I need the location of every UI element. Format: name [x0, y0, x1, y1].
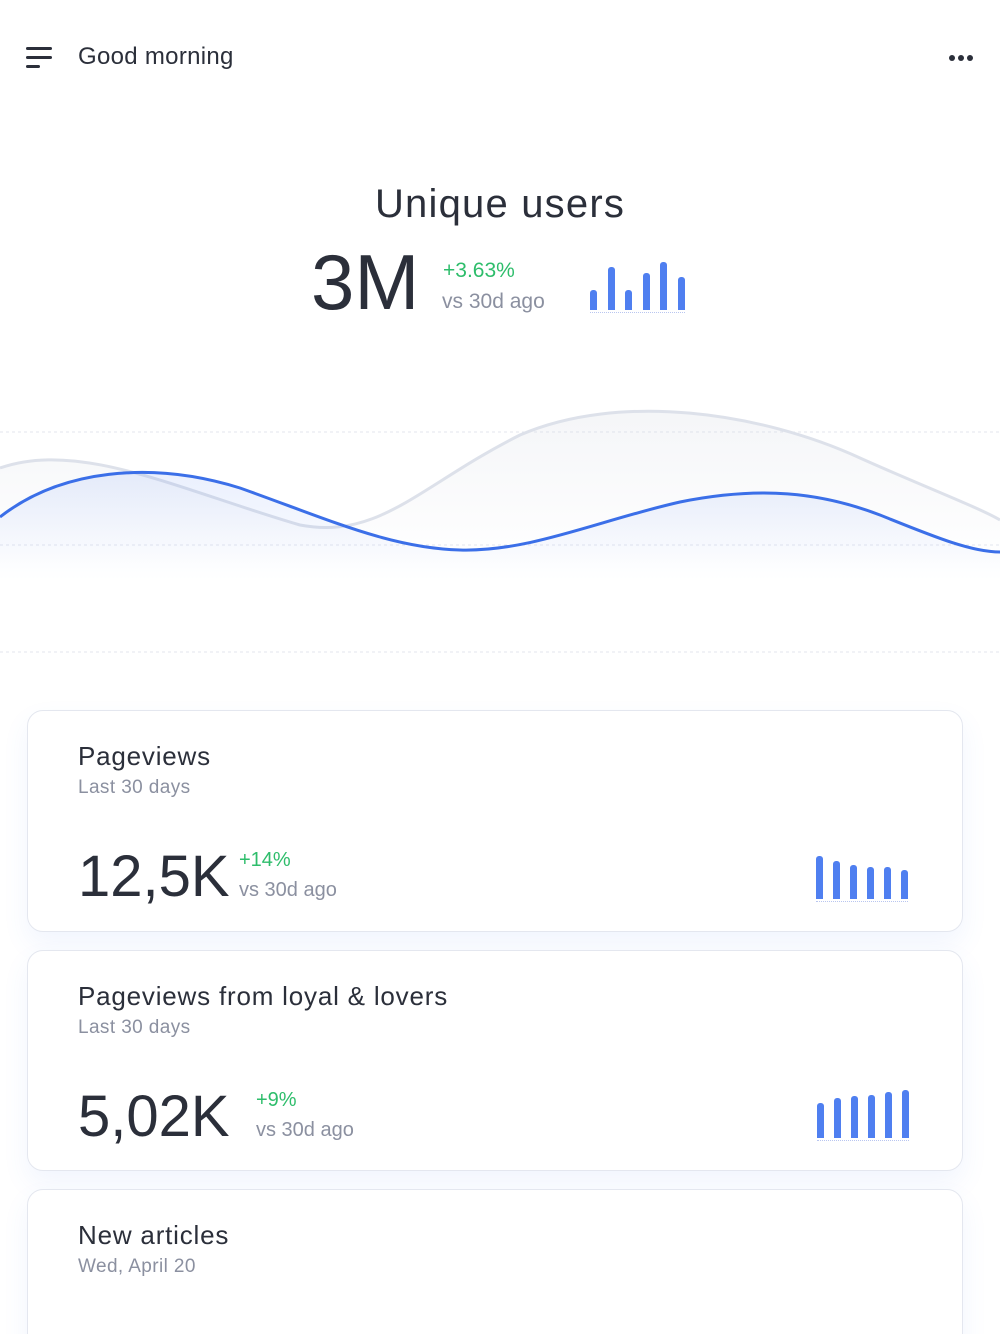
card-change: +9% — [256, 1089, 297, 1111]
spark-bar — [901, 870, 908, 899]
spark-bar — [677, 277, 685, 310]
loyal-pageviews-card[interactable]: Pageviews from loyal & lovers Last 30 da… — [27, 950, 963, 1171]
card-subtitle: Wed, April 20 — [78, 1256, 196, 1277]
spark-bar — [902, 1090, 909, 1138]
new-articles-card[interactable]: New articles Wed, April 20 — [27, 1189, 963, 1334]
spark-bar — [884, 867, 891, 899]
spark-bar — [625, 290, 632, 310]
spark-bar — [868, 1095, 875, 1138]
loyal-sparkbar-icon — [817, 1090, 909, 1141]
card-value: 5,02K — [78, 1084, 230, 1149]
menu-line — [26, 47, 52, 50]
spark-baseline — [590, 312, 685, 313]
spark-bar — [590, 290, 597, 310]
menu-line — [26, 65, 40, 68]
spark-bar — [817, 1103, 824, 1138]
more-horizontal-icon[interactable] — [946, 48, 976, 68]
card-title: New articles — [78, 1220, 230, 1250]
more-dot — [958, 55, 964, 61]
card-subtitle: Last 30 days — [78, 1017, 191, 1038]
card-comparison: vs 30d ago — [256, 1119, 354, 1141]
card-subtitle: Last 30 days — [78, 777, 191, 798]
hero-value: 3M — [311, 238, 420, 326]
more-dot — [967, 55, 973, 61]
spark-baseline — [816, 901, 908, 902]
card-comparison: vs 30d ago — [239, 879, 337, 901]
card-title: Pageviews — [78, 741, 211, 771]
spark-bar — [834, 1098, 841, 1138]
spark-bar — [851, 1096, 858, 1138]
card-value: 12,5K — [78, 844, 230, 909]
primary-line — [0, 471, 1000, 554]
card-title: Pageviews from loyal & lovers — [78, 981, 448, 1011]
menu-line — [26, 56, 52, 59]
spark-bar — [642, 273, 650, 310]
spark-baseline — [817, 1140, 909, 1141]
more-dot — [949, 55, 955, 61]
pageviews-card[interactable]: Pageviews Last 30 days 12,5K +14% vs 30d… — [27, 710, 963, 932]
greeting-text: Good morning — [78, 43, 234, 70]
spark-bar — [607, 267, 615, 310]
hero-comparison: vs 30d ago — [442, 290, 545, 313]
hero-change: +3.63% — [443, 259, 515, 282]
pageviews-sparkbar-icon — [816, 856, 908, 902]
primary-area — [0, 472, 1000, 580]
hero-sparkbar-icon — [590, 260, 685, 313]
hero-title: Unique users — [374, 182, 626, 226]
spark-bar — [850, 865, 857, 899]
spark-bar — [833, 861, 840, 899]
trend-wave-chart — [0, 409, 1000, 653]
app-header: Good morning — [0, 0, 1000, 116]
menu-icon[interactable] — [24, 44, 54, 72]
spark-bar — [885, 1092, 892, 1138]
spark-bar — [867, 867, 874, 899]
spark-bar — [660, 262, 667, 310]
card-change: +14% — [239, 849, 291, 871]
spark-bar — [816, 856, 823, 899]
